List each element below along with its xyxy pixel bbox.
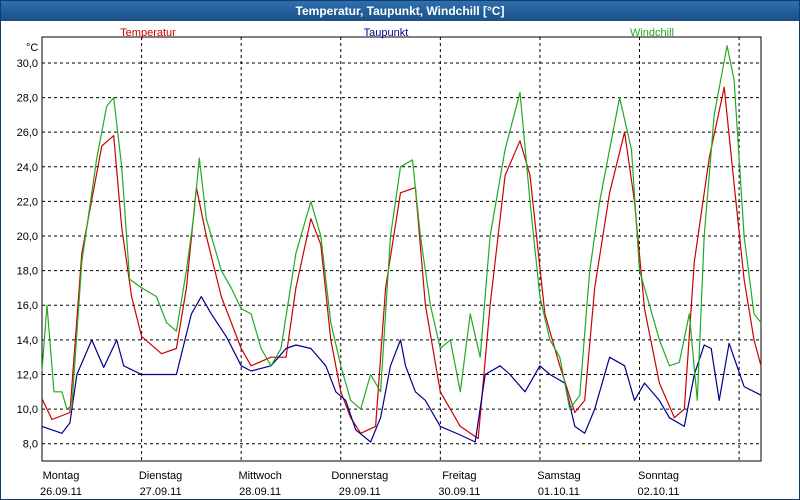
x-tick-day: Mittwoch: [238, 470, 281, 482]
x-tick-day: Dienstag: [139, 470, 182, 482]
plot-area: [41, 36, 762, 462]
y-tick-label: 16,0: [17, 300, 38, 312]
legend-taupunkt: Taupunkt: [364, 27, 409, 39]
x-tick-day: Freitag: [442, 470, 476, 482]
y-tick-label: 24,0: [17, 162, 38, 174]
x-tick-day: Samstag: [537, 470, 580, 482]
y-tick-label: 8,0: [23, 439, 38, 451]
y-tick-label: 22,0: [17, 196, 38, 208]
y-tick-label: 30,0: [17, 58, 38, 70]
x-tick-day: Montag: [43, 470, 80, 482]
x-tick-date: 27.09.11: [140, 486, 182, 498]
series-line-taupunkt: [41, 296, 762, 443]
legend-temperatur: Temperatur: [120, 27, 176, 39]
window-title: Temperatur, Taupunkt, Windchill [°C]: [1, 1, 799, 21]
y-tick-label: 10,0: [17, 404, 38, 416]
series-line-temperatur: [41, 86, 762, 440]
y-tick-label: 20,0: [17, 231, 38, 243]
x-tick-date: 26.09.11: [40, 486, 82, 498]
x-tick-day: Donnerstag: [331, 470, 388, 482]
y-tick-label: 14,0: [17, 335, 38, 347]
x-tick-date: 01.10.11: [538, 486, 580, 498]
x-tick-day: Sonntag: [638, 470, 679, 482]
series-line-windchill: [41, 45, 762, 410]
x-tick-date: 29.09.11: [339, 486, 381, 498]
y-tick-label: 26,0: [17, 127, 38, 139]
y-tick-label: 28,0: [17, 93, 38, 105]
y-axis-label: °C: [26, 42, 38, 54]
x-tick-date: 28.09.11: [239, 486, 281, 498]
x-tick-date: 30.09.11: [438, 486, 480, 498]
x-tick-date: 02.10.11: [637, 486, 679, 498]
legend-windchill: Windchill: [630, 27, 674, 39]
y-tick-label: 18,0: [17, 266, 38, 278]
line-chart: 8,0 10,0 12,0 14,0 16,0 18,0 20,0 22,0 24,0 26,0 2…: [17, 27, 762, 498]
y-tick-label: 12,0: [17, 369, 38, 381]
